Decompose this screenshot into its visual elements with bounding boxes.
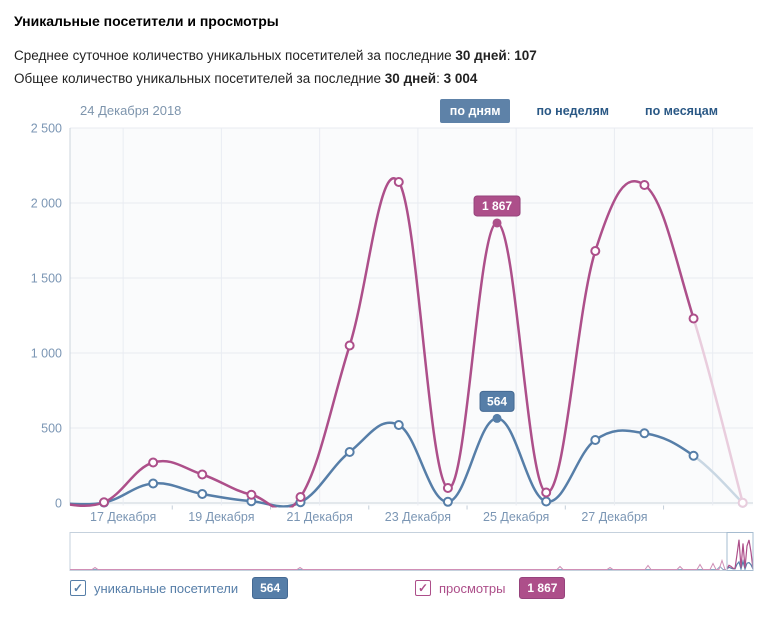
visitors-line [70,417,695,508]
views-data-point[interactable] [590,246,601,256]
checkmark-icon: ✓ [72,581,84,595]
stat-average-colon: : [506,48,515,63]
stat-total-text: Общее количество уникальных посетителей … [14,71,385,86]
views-checkbox[interactable]: ✓ [415,580,431,596]
views-data-point[interactable] [442,483,453,493]
visitors-data-point[interactable] [197,489,208,499]
views-highlighted-point[interactable] [492,218,502,228]
legend-item-views: ✓ просмотры 1 867 [415,577,566,599]
visitors-data-point[interactable] [590,435,601,445]
x-axis-label: 25 Декабря [483,510,549,524]
tab-by-days[interactable]: по дням [439,99,511,123]
stat-total-value: 3 004 [443,71,478,86]
checkmark-icon: ✓ [417,581,429,595]
y-axis-label: 1 500 [31,272,62,286]
visitors-highlighted-point[interactable] [492,413,502,423]
stat-total-period: 30 дней [384,71,437,86]
views-hover-badge [473,195,521,217]
hovered-date-label: 24 Декабря 2018 [80,103,182,118]
stat-average-value: 107 [514,48,537,63]
views-data-point[interactable] [295,492,306,502]
stat-average-text: Среднее суточное количество уникальных п… [14,48,456,63]
y-axis-label: 500 [41,422,62,436]
visitors-data-point[interactable] [148,478,159,489]
minimap-selection-views [726,539,754,570]
x-axis-label: 23 Декабря [385,510,451,524]
visitors-data-point[interactable] [737,497,748,508]
stat-average-daily-visitors: Среднее суточное количество уникальных п… [14,48,537,63]
y-axis-label: 2 500 [31,122,62,136]
legend-item-visitors: ✓ уникальные посетители 564 [70,577,289,599]
minimap-selection-window[interactable] [726,532,754,571]
visitors-data-point[interactable] [246,496,257,507]
views-data-point[interactable] [639,180,650,190]
views-data-point[interactable] [246,489,257,500]
views-legend-label[interactable]: просмотры [439,580,506,596]
x-axis-label: 27 Декабря [581,510,647,524]
tab-by-months[interactable]: по месяцам [645,104,718,118]
chart-legend: ✓ уникальные посетители 564 ✓ просмотры … [0,577,769,601]
minimap-history-views [70,558,726,570]
y-axis-label: 1 000 [31,347,62,361]
views-data-point[interactable] [541,487,552,498]
tab-by-weeks[interactable]: по неделям [536,104,610,118]
views-hover-badge-value: 1 867 [482,199,512,213]
visitors-legend-label[interactable]: уникальные посетители [94,580,239,596]
page-title: Уникальные посетители и просмотры [14,13,279,29]
minimap-history-visitors [70,565,726,570]
visitors-data-point[interactable] [344,447,355,457]
visitors-hover-badge [479,390,515,412]
visitors-data-point[interactable] [99,497,109,508]
views-data-point[interactable] [99,497,109,508]
views-data-point[interactable] [393,177,404,187]
views-data-point[interactable] [688,313,699,324]
visitors-data-point[interactable] [295,497,306,508]
stat-total-visitors: Общее количество уникальных посетителей … [14,71,477,86]
minimap[interactable] [69,532,754,571]
views-data-point[interactable] [737,497,748,508]
stat-average-period: 30 дней [455,48,507,63]
visitors-checkbox[interactable]: ✓ [70,580,86,596]
views-line-faded [692,318,744,504]
visitors-value-badge: 564 [252,577,289,599]
views-data-point[interactable] [197,469,208,480]
visitors-line-faded [692,454,744,504]
visitors-data-point[interactable] [393,420,404,430]
x-axis-label: 17 Декабря [90,510,156,524]
plot-background [70,128,753,506]
views-value-badge: 1 867 [519,577,566,599]
visitors-data-point[interactable] [442,496,453,507]
visitors-hover-badge-value: 564 [487,394,507,408]
y-axis-label: 0 [55,497,62,511]
visitors-data-point[interactable] [688,450,699,461]
minimap-selection-visitors [726,558,754,572]
x-axis-label: 19 Декабря [188,510,254,524]
visitors-data-point[interactable] [639,428,650,439]
views-data-point[interactable] [344,340,355,351]
visitors-data-point[interactable] [541,496,552,507]
x-axis-label: 21 Декабря [287,510,353,524]
period-tabs: по дням по неделям по месяцам [439,99,728,123]
stat-total-colon: : [436,71,444,86]
views-line [70,177,695,508]
y-axis-label: 2 000 [31,197,62,211]
views-data-point[interactable] [148,457,159,468]
